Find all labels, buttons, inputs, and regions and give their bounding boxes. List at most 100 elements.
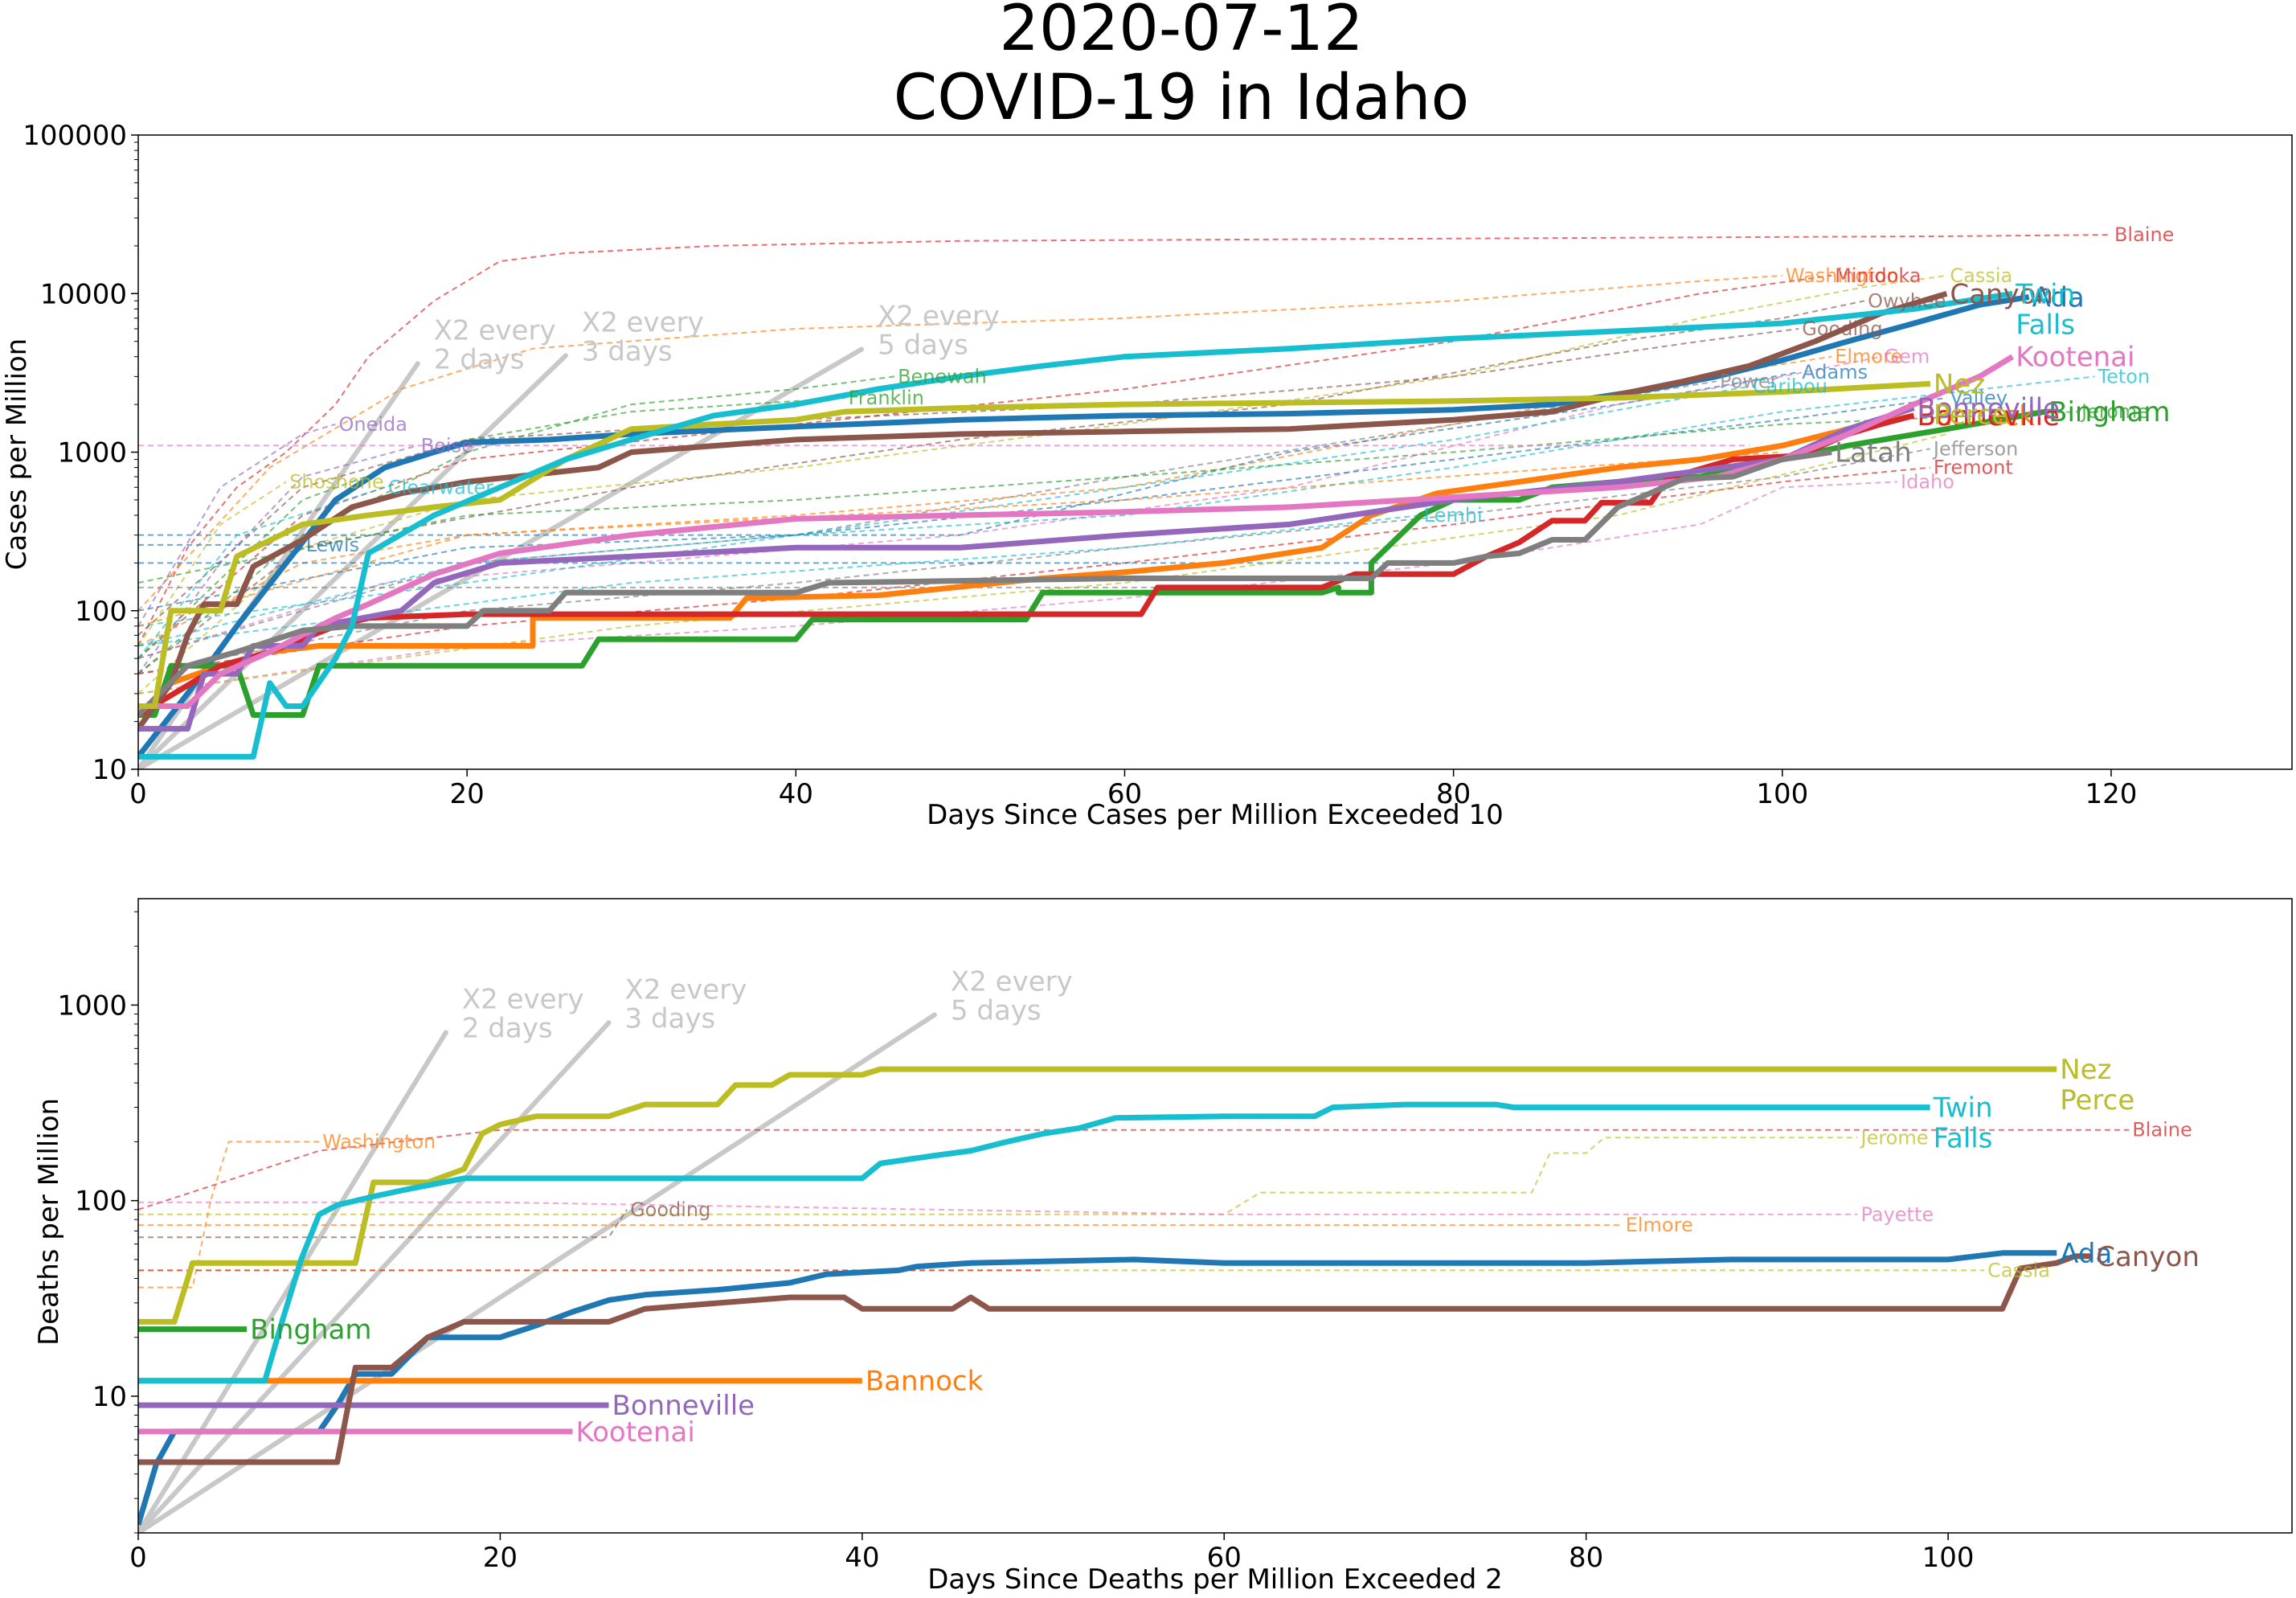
deaths-series-label-payette-11-0: Payette	[1860, 1203, 1934, 1226]
cases-series-label-twin-falls-9-1: Falls	[2016, 309, 2075, 341]
cases-series-label-blaine-10-0: Blaine	[2114, 223, 2174, 246]
cases-series-label-nez-perce-8-1: Perce	[1934, 399, 2008, 431]
cases-doubling-label-3d-1: 3 days	[582, 335, 673, 367]
cases-series-label-caribou-20-0: Caribou	[1753, 375, 1827, 398]
cases-series-label-fremont-25-0: Fremont	[1934, 457, 2013, 479]
deaths-doubling-line-3d	[138, 1020, 612, 1533]
cases-x-tick-label: 100	[1756, 778, 1808, 810]
cases-y-tick-label: 100000	[23, 120, 127, 152]
cases-series-label-bonneville-3-0: Bonneville	[1917, 400, 2060, 432]
deaths-series-payette-11	[138, 1201, 1858, 1215]
cases-doubling-line-5d	[138, 346, 865, 769]
cases-series-bingham-2	[138, 408, 2046, 718]
cases-x-axis-label: Days Since Cases per Million Exceeded 10	[927, 799, 1504, 831]
deaths-y-axis-label: Deaths per Million	[33, 1098, 65, 1346]
deaths-series-label-nez-perce-6-1: Perce	[2060, 1084, 2134, 1117]
cases-series-label-shoshone-31-0: Shoshone	[289, 470, 384, 493]
cases-y-tick-label: 10000	[40, 278, 127, 310]
deaths-doubling-label-2d-0: X2 every	[462, 983, 584, 1015]
cases-series-label-nez-perce-8-0: Nez	[1934, 368, 1985, 400]
cases-series-label-canyon-4-0: Canyon	[1950, 278, 2053, 310]
deaths-series-label-twin-falls-7-1: Falls	[1934, 1123, 1993, 1155]
cases-doubling-label-2d-1: 2 days	[434, 343, 525, 375]
cases-series-label-jefferson-24-0: Jefferson	[1932, 437, 2018, 460]
cases-series-canyon-4	[138, 290, 1948, 731]
deaths-series-label-cassia-14-0: Cassia	[1987, 1259, 2050, 1281]
deaths-series-label-ada-0-0: Ada	[2060, 1238, 2112, 1270]
deaths-series-gooding-13	[138, 1209, 628, 1239]
cases-series-label-benewah-27-0: Benewah	[898, 365, 987, 387]
deaths-series-twin-falls-7	[138, 1101, 1930, 1384]
deaths-series-label-bingham-2-0: Bingham	[250, 1314, 371, 1346]
chart-title-line-2: COVID-19 in Idaho	[894, 62, 1469, 134]
cases-series-label-cassia-11-0: Cassia	[1950, 264, 2012, 287]
cases-series-label-latah-7-0: Latah	[1835, 437, 1912, 469]
cases-series-label-bingham-2-0: Bingham	[2048, 396, 2170, 428]
cases-series-label-franklin-28-0: Franklin	[849, 387, 924, 409]
deaths-doubling-label-5d-1: 5 days	[951, 995, 1042, 1027]
cases-doubling-label-3d-0: X2 every	[582, 306, 704, 338]
deaths-series-ada-0	[138, 1250, 2057, 1526]
cases-series-cassia-11	[138, 274, 1947, 695]
cases-series-label-owyhee-14-0: Owyhee	[1868, 289, 1946, 312]
deaths-plot-area	[138, 1012, 2130, 1533]
deaths-series-label-blaine-8-0: Blaine	[2132, 1119, 2192, 1141]
cases-series-shoshone-31	[138, 481, 287, 647]
cases-series-label-boise-30-0: Boise	[421, 434, 473, 457]
cases-series-washington-12	[138, 274, 1782, 612]
cases-series-label-lemhi-34-0: Lemhi	[1424, 504, 1483, 527]
cases-series-label-lewis-33-0: Lewis	[306, 534, 360, 556]
cases-series-nez-perce-8	[138, 380, 1931, 709]
deaths-x-tick-label: 60	[1207, 1542, 1242, 1574]
deaths-series-label-gooding-13-0: Gooding	[630, 1198, 710, 1221]
deaths-series-label-bannock-1-0: Bannock	[866, 1366, 984, 1398]
deaths-series-canyon-5	[138, 1253, 2093, 1465]
cases-series-label-twin-falls-9-0: Twin	[2015, 278, 2075, 310]
deaths-doubling-line-5d	[138, 1012, 937, 1533]
cases-series-label-bonneville-5-0: Bonneville	[1917, 393, 2060, 425]
cases-series-label-kootenai-6-0: Kootenai	[2016, 342, 2134, 374]
cases-x-tick-label: 120	[2085, 778, 2138, 810]
cases-series-label-idaho-26-0: Idaho	[1901, 470, 1954, 493]
cases-series-kootenai-6	[138, 354, 2015, 709]
deaths-series-washington-9	[138, 1141, 320, 1289]
cases-series-label-oneida-29-0: Oneida	[338, 413, 407, 436]
deaths-y-tick-label: 10	[92, 1381, 127, 1413]
cases-x-tick-label: 40	[779, 778, 813, 810]
cases-series-caribou-20	[138, 385, 1750, 627]
cases-y-tick-label: 10	[92, 754, 127, 786]
cases-x-tick-label: 60	[1107, 778, 1142, 810]
deaths-x-tick-label: 40	[845, 1542, 879, 1574]
cases-series-label-gem-17-0: Gem	[1885, 346, 1930, 368]
cases-series-twin-falls-9	[138, 290, 2013, 760]
cases-plot-area	[138, 234, 2112, 769]
cases-series-lemhi-34	[138, 514, 1421, 647]
deaths-x-tick-label: 0	[129, 1542, 147, 1574]
deaths-x-axis-label: Days Since Deaths per Million Exceeded 2	[927, 1563, 1503, 1596]
deaths-series-blaine-8	[138, 1129, 2130, 1211]
cases-series-label-clearwater-32-0: Clearwater	[388, 476, 493, 498]
deaths-series-label-nez-perce-6-0: Nez	[2060, 1054, 2111, 1086]
deaths-series-label-bonneville-3-0: Bonneville	[612, 1390, 755, 1422]
deaths-x-tick-label: 20	[483, 1542, 518, 1574]
cases-series-label-gooding-15-0: Gooding	[1802, 318, 1882, 340]
deaths-doubling-label-3d-1: 3 days	[625, 1002, 716, 1035]
cases-doubling-label-2d-0: X2 every	[434, 314, 556, 346]
cases-series-label-bannock-1-0: Bannock	[1917, 400, 2035, 432]
cases-series-label-jerome-23-0: Jerome	[2080, 400, 2149, 423]
deaths-series-label-jerome-10-0: Jerome	[1859, 1126, 1928, 1149]
deaths-doubling-label-3d-0: X2 every	[625, 973, 747, 1006]
cases-series-jefferson-24	[138, 448, 1931, 675]
cases-y-tick-label: 1000	[57, 437, 127, 469]
cases-series-label-elmore-16-0: Elmore	[1835, 346, 1902, 368]
deaths-series-label-washington-9-0: Washington	[322, 1130, 436, 1153]
deaths-series-label-elmore-12-0: Elmore	[1626, 1214, 1693, 1236]
cases-series-label-valley-22-0: Valley	[1950, 387, 2007, 409]
cases-series-blaine-10	[138, 234, 2112, 646]
cases-series-idaho-26	[138, 481, 1898, 695]
cases-series-label-minidoka-13-0: Minidoka	[1835, 264, 1921, 287]
cases-series-bonneville-5	[138, 405, 1915, 732]
